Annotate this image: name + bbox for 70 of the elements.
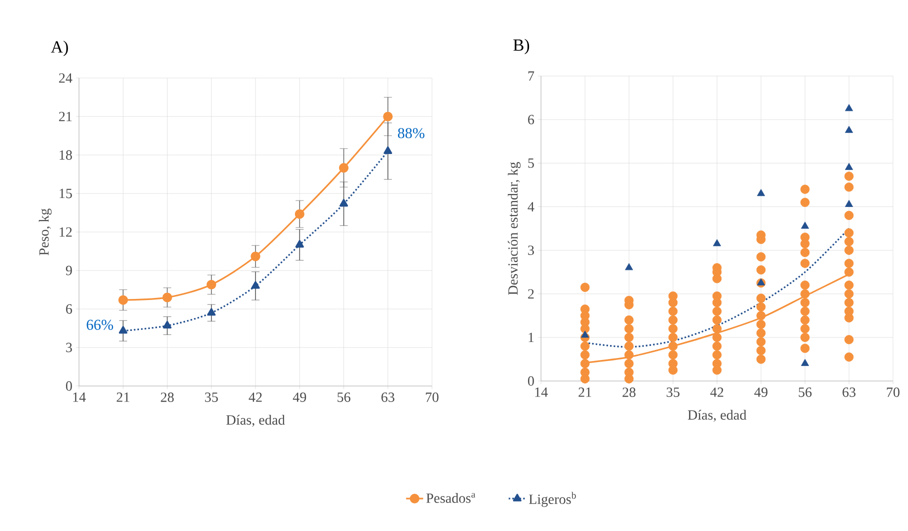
x-tick-label: 21 bbox=[116, 392, 130, 402]
legend-label: Pesados$^{a}$ bbox=[426, 492, 476, 503]
point bbox=[800, 358, 810, 366]
point bbox=[118, 295, 128, 305]
point bbox=[844, 200, 854, 207]
y-tick-label: 6 bbox=[528, 114, 534, 124]
y-axis-title: Desviación estandar, kg bbox=[508, 162, 521, 295]
point bbox=[339, 198, 348, 207]
point bbox=[844, 126, 854, 133]
point bbox=[624, 263, 634, 270]
y-tick-label: 7 bbox=[528, 71, 534, 81]
y-tick-label: 24 bbox=[59, 73, 72, 83]
point bbox=[118, 326, 128, 334]
y-tick-label: 21 bbox=[59, 112, 72, 122]
point bbox=[800, 222, 810, 229]
x-tick-label: 70 bbox=[886, 388, 900, 397]
x-tick-label: 42 bbox=[248, 392, 262, 402]
x-tick-label: 63 bbox=[381, 392, 394, 402]
point bbox=[206, 280, 216, 290]
chart-title: B) bbox=[513, 38, 530, 54]
point bbox=[580, 330, 590, 338]
x-tick-label: 35 bbox=[205, 392, 218, 402]
y-tick-label: 15 bbox=[60, 188, 72, 198]
x-tick-label: 28 bbox=[622, 388, 636, 397]
point bbox=[295, 240, 304, 248]
point bbox=[162, 292, 172, 302]
y-tick-label: 3 bbox=[528, 246, 534, 255]
annotation: 88% bbox=[398, 128, 424, 138]
y-tick-label: 18 bbox=[60, 150, 72, 160]
x-tick-label: 42 bbox=[710, 388, 724, 397]
x-tick-label: 14 bbox=[535, 388, 548, 397]
point bbox=[844, 162, 854, 170]
y-tick-label: 4 bbox=[528, 202, 534, 212]
y-tick-label: 6 bbox=[66, 304, 72, 314]
point bbox=[384, 146, 392, 154]
y-tick-label: 1 bbox=[528, 332, 534, 342]
x-axis-title: Días, edad bbox=[226, 414, 285, 427]
y-tick-label: 2 bbox=[528, 289, 534, 298]
x-tick-label: 63 bbox=[842, 388, 856, 397]
y-tick-label: 0 bbox=[528, 376, 534, 386]
legend-label: Ligeros$^{b}$ bbox=[528, 492, 576, 507]
y-tick-label: 9 bbox=[66, 266, 72, 276]
x-tick-label: 49 bbox=[292, 392, 306, 402]
point bbox=[338, 163, 349, 173]
point bbox=[844, 104, 854, 112]
x-tick-label: 49 bbox=[754, 388, 768, 397]
x-tick-label: 56 bbox=[338, 392, 350, 402]
x-tick-label: 14 bbox=[73, 392, 86, 402]
y-tick-label: 5 bbox=[528, 158, 534, 168]
point bbox=[294, 209, 304, 219]
point bbox=[756, 189, 766, 196]
point bbox=[251, 281, 260, 289]
x-tick-label: 28 bbox=[160, 392, 174, 402]
point bbox=[250, 252, 260, 262]
chart-title: A) bbox=[50, 40, 68, 56]
point bbox=[383, 112, 393, 122]
point bbox=[162, 320, 172, 328]
x-tick-label: 70 bbox=[426, 392, 438, 402]
x-axis-title: Días, edad bbox=[688, 410, 746, 422]
x-tick-label: 35 bbox=[666, 388, 680, 397]
x-tick-label: 56 bbox=[798, 388, 812, 397]
point bbox=[756, 278, 766, 286]
y-axis-title: Peso, kg bbox=[38, 208, 52, 256]
y-tick-label: 12 bbox=[60, 227, 72, 237]
point bbox=[207, 308, 216, 316]
annotation: 66% bbox=[86, 320, 114, 330]
x-tick-label: 21 bbox=[578, 388, 592, 397]
y-tick-label: 3 bbox=[66, 342, 72, 352]
point bbox=[712, 239, 722, 246]
y-tick-label: 0 bbox=[66, 381, 72, 391]
